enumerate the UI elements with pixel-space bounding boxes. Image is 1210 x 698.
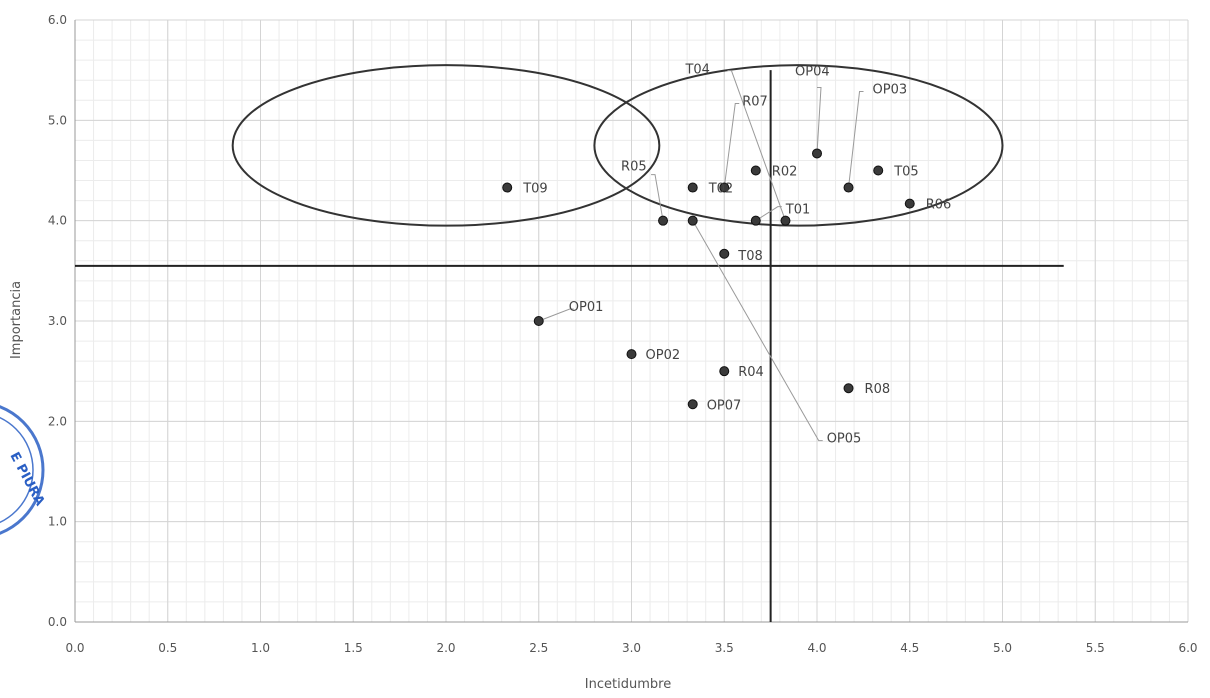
x-tick-label: 0.5: [158, 641, 177, 655]
data-label: OP05: [827, 432, 862, 447]
x-tick-label: 3.5: [715, 641, 734, 655]
reference-lines: [75, 70, 1064, 622]
y-tick-label: 6.0: [48, 13, 67, 27]
data-point: [687, 399, 698, 410]
x-tick-label: 3.0: [622, 641, 641, 655]
data-label: R05: [621, 160, 647, 175]
leader-line: [727, 70, 786, 221]
data-point: [843, 383, 854, 394]
data-point: [873, 165, 884, 176]
cluster-ellipse: [231, 64, 661, 227]
data-label: T08: [737, 249, 762, 264]
leader-line: [692, 220, 823, 442]
y-tick-label: 0.0: [48, 615, 67, 629]
data-label: OP01: [569, 300, 604, 315]
data-label: R06: [926, 198, 952, 213]
leader-line: [848, 91, 864, 188]
x-tick-label: 5.0: [993, 641, 1012, 655]
x-axis-label: Incetidumbre: [585, 677, 671, 692]
y-tick-label: 4.0: [48, 214, 67, 228]
stamp-group: E PIURA: [0, 405, 47, 535]
leader-line: [816, 86, 822, 154]
y-tick-label: 3.0: [48, 314, 67, 328]
x-tick-label: 4.0: [807, 641, 826, 655]
ellipses-group: [231, 64, 1004, 227]
data-point: [687, 182, 698, 193]
data-point: [750, 165, 761, 176]
leader-line: [651, 174, 664, 221]
data-point: [533, 316, 544, 326]
data-point: [750, 215, 761, 226]
data-label: T01: [785, 203, 810, 218]
grid-lines: [74, 19, 1189, 623]
leader-line: [723, 103, 740, 188]
data-point: [843, 182, 854, 193]
data-label: R07: [742, 95, 768, 110]
data-point: [719, 182, 730, 193]
y-axis-label: Importancia: [9, 281, 24, 359]
data-point: [780, 215, 791, 226]
x-tick-label: 1.0: [251, 641, 270, 655]
x-tick-label: 2.0: [436, 641, 455, 655]
data-points: [502, 148, 915, 410]
data-label: OP04: [795, 64, 830, 79]
data-point: [626, 349, 637, 360]
x-tick-label: 4.5: [900, 641, 919, 655]
data-label: T09: [522, 182, 547, 197]
data-label: T05: [893, 165, 918, 180]
cluster-ellipse: [593, 64, 1004, 227]
stamp-seal: [0, 405, 45, 535]
data-label: T02: [708, 182, 733, 197]
data-point: [687, 215, 698, 226]
y-tick-label: 2.0: [48, 414, 67, 428]
data-point: [502, 182, 513, 193]
data-label: OP03: [873, 83, 908, 98]
data-label: OP07: [707, 398, 742, 413]
stamp-seal-inner: [0, 416, 34, 524]
leader-lines: [538, 70, 864, 442]
data-label: R04: [738, 365, 764, 380]
data-labels: T09 OP01 OP02 R05 OP05 T02 OP07 R07 T08 R04 R02 T01…: [522, 63, 951, 447]
x-tick-label: 1.5: [344, 641, 363, 655]
data-label: R08: [865, 382, 891, 397]
data-point: [719, 366, 730, 377]
y-tick-label: 5.0: [48, 113, 67, 127]
data-point: [658, 215, 669, 226]
data-point: [719, 248, 730, 259]
x-tick-label: 0.0: [65, 641, 84, 655]
y-tick-label: 1.0: [48, 515, 67, 529]
x-tick-label: 6.0: [1178, 641, 1197, 655]
x-tick-label: 5.5: [1086, 641, 1105, 655]
data-label: OP02: [646, 348, 681, 363]
data-label: R02: [772, 165, 798, 180]
data-label: T04: [684, 63, 709, 78]
data-point: [904, 198, 915, 209]
x-tick-label: 2.5: [529, 641, 548, 655]
data-point: [812, 148, 822, 159]
leader-line: [538, 308, 574, 322]
axes: 0.0 0.5 1.0 1.5 2.0 2.5 3.0 3.5 4.0 4.5 5.0 5.5 6.0 0…: [48, 13, 1198, 655]
